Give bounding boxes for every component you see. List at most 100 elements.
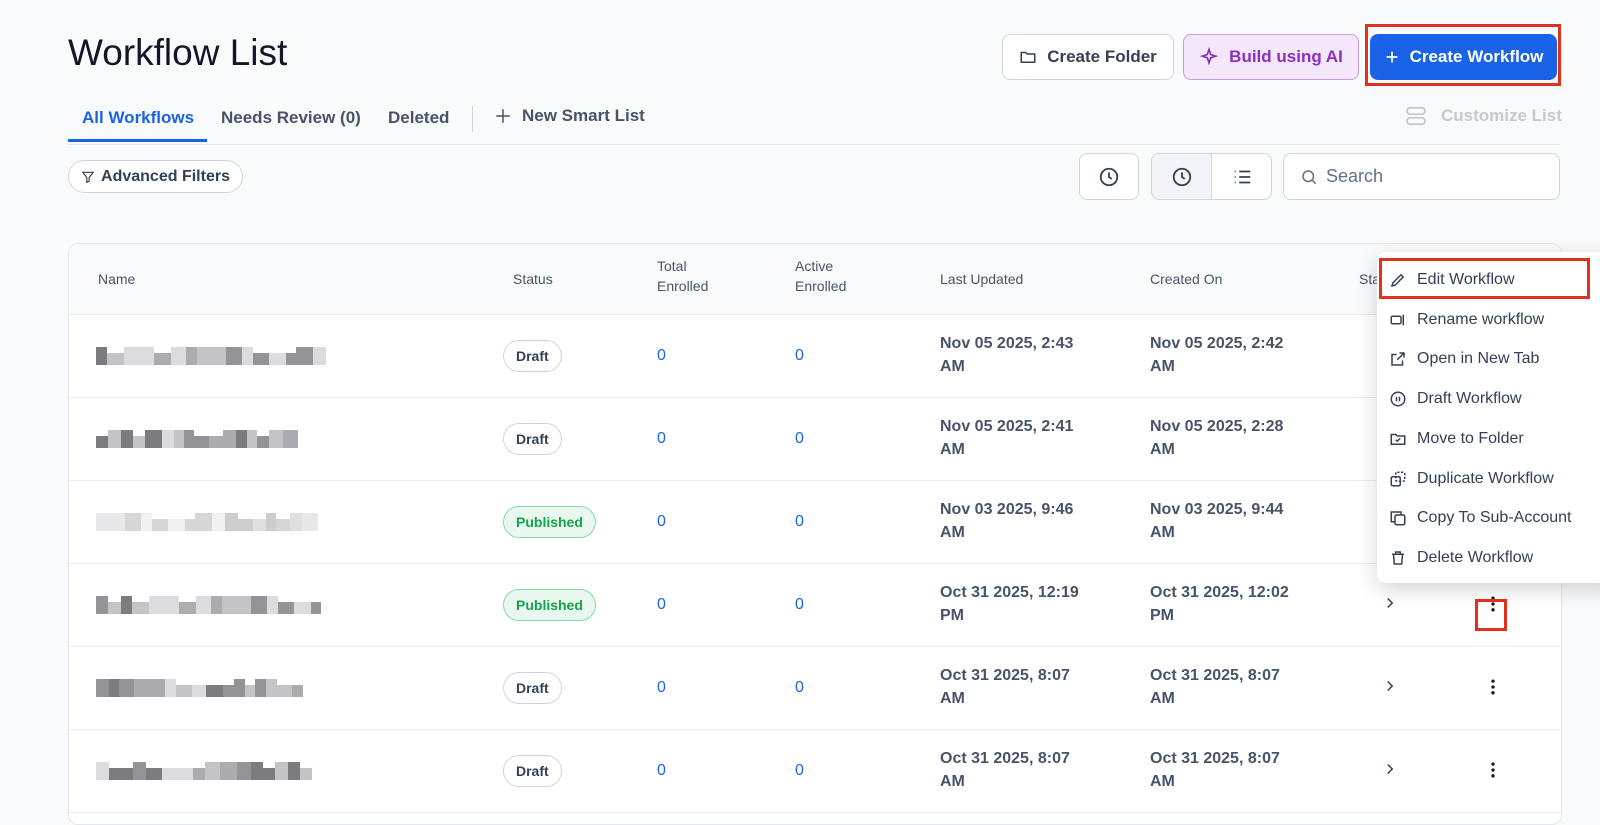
blur-block (168, 519, 185, 531)
search-input[interactable]: Search (1283, 153, 1560, 200)
menu-item[interactable]: Edit Workflow (1377, 261, 1600, 299)
tab[interactable]: Deleted (388, 108, 450, 127)
column-header: Active Enrolled (795, 258, 847, 294)
blur-block (132, 602, 149, 614)
table-row[interactable]: Draft 0 0 Nov 05 2025, 2:41 AM Nov 05 2025, … (69, 397, 1561, 481)
table-row[interactable]: Draft 0 0 Oct 31 2025, 8:07 AM Oct 31 2025, … (69, 729, 1561, 813)
last-updated: Nov 03 2025, 9:46 AM (940, 501, 1074, 541)
advanced-filters-button[interactable]: Advanced Filters (68, 160, 243, 193)
stats-chevron[interactable] (1381, 677, 1399, 700)
total-enrolled: 0 (657, 762, 666, 779)
menu-item[interactable]: Duplicate Workflow (1377, 460, 1600, 498)
blur-block (109, 679, 119, 697)
menu-item[interactable]: Draft Workflow (1377, 380, 1600, 418)
blur-block (294, 602, 311, 614)
menu-icon (1390, 511, 1406, 526)
highlight-box (1365, 24, 1561, 86)
blur-block (178, 768, 193, 780)
table-row[interactable]: Published 0 0 Oct 31 2025, 12:19 PM Oct 31 2… (69, 563, 1561, 647)
blurred-name (96, 430, 298, 448)
create-folder-button[interactable]: Create Folder (1002, 34, 1174, 80)
new-smart-list[interactable]: New Smart List (494, 106, 645, 126)
menu-item[interactable]: Copy To Sub-Account (1377, 499, 1600, 537)
menu-icon (1390, 273, 1405, 288)
blur-block (123, 768, 133, 780)
build-ai-button[interactable]: Build using AI (1183, 34, 1359, 80)
workflow-table: Name Status Total Enrolled Active Enrolled L… (68, 243, 1562, 825)
tab-separator (472, 106, 473, 132)
blur-block (245, 685, 255, 697)
blur-block (184, 430, 194, 448)
status-badge: Draft (503, 423, 562, 455)
menu-item-label: Move to Folder (1417, 429, 1524, 447)
blur-block (165, 679, 176, 697)
blur-block (253, 353, 269, 365)
row-actions[interactable] (1483, 760, 1503, 785)
blur-block (300, 768, 312, 780)
history-button[interactable] (1079, 153, 1139, 200)
tab[interactable]: All Workflows (82, 108, 195, 127)
blur-block (238, 519, 253, 531)
recent-view-button[interactable] (1151, 153, 1212, 200)
menu-icon (1390, 391, 1406, 407)
blur-block (197, 347, 209, 365)
column-header: Total Enrolled (657, 258, 709, 294)
column-header: Status (513, 271, 553, 287)
blurred-name (96, 679, 303, 697)
table-header (69, 244, 1561, 315)
menu-item[interactable]: Rename workflow (1377, 301, 1600, 339)
customize-label: Customize List (1441, 106, 1562, 125)
last-updated: Oct 31 2025, 8:07 AM (940, 750, 1070, 790)
blurred-name (96, 762, 312, 780)
menu-item[interactable]: Open in New Tab (1377, 340, 1600, 378)
last-updated: Oct 31 2025, 8:07 AM (940, 667, 1070, 707)
blur-block (269, 353, 286, 365)
list-view-button[interactable] (1211, 153, 1272, 200)
blur-block (96, 347, 107, 365)
table-row[interactable]: Draft 0 0 Oct 31 2025, 8:07 AM Oct 31 2025, … (69, 646, 1561, 730)
page: Workflow List { "header": { "title": "Wo… (68, 24, 1600, 825)
blur-block (311, 602, 321, 614)
last-updated: Nov 05 2025, 2:43 AM (940, 335, 1074, 375)
menu-item-label: Open in New Tab (1417, 350, 1540, 368)
blur-block (206, 685, 223, 697)
plus-icon (1386, 51, 1397, 63)
table-row[interactable]: Draft 0 0 Nov 05 2025, 2:43 AM Nov 05 2025, … (69, 314, 1561, 398)
blur-block (278, 602, 294, 614)
blur-block (266, 679, 277, 697)
blur-block (209, 347, 226, 365)
stats-chevron[interactable] (1381, 760, 1399, 783)
menu-icon (1390, 471, 1406, 486)
menu-item[interactable]: Move to Folder (1377, 420, 1600, 458)
list-icon (1234, 170, 1250, 183)
blur-block (247, 430, 257, 448)
create-workflow-button[interactable]: Create Workflow (1370, 34, 1557, 80)
blur-block (266, 513, 276, 531)
menu-icon (1391, 352, 1405, 367)
blur-block (176, 685, 192, 697)
workflow-page: Workflow List Create Folder Build using … (68, 24, 1600, 825)
tab[interactable]: Needs Review (0) (221, 108, 361, 127)
customize-list[interactable]: Customize List (1405, 106, 1562, 126)
table-row[interactable]: Published 0 0 Nov 03 2025, 9:46 AM Nov 03 20… (69, 480, 1561, 564)
blur-block (267, 596, 278, 614)
blur-block (253, 519, 266, 531)
blur-block (194, 436, 209, 448)
divider (68, 144, 1560, 145)
blur-block (134, 679, 149, 697)
stats-chevron[interactable] (1381, 594, 1399, 617)
row-actions[interactable] (1483, 677, 1503, 702)
chevron-icon (1387, 597, 1394, 609)
menu-item-label: Delete Workflow (1417, 548, 1534, 566)
row-actions[interactable] (1483, 594, 1503, 619)
blur-block (220, 762, 237, 780)
menu-item[interactable]: Delete Workflow (1377, 539, 1600, 577)
menu-icon (1390, 314, 1404, 325)
status-badge: Draft (503, 340, 562, 372)
blur-block (234, 679, 245, 697)
blur-block (223, 685, 234, 697)
blur-block (185, 519, 195, 531)
kebab-icon (1491, 679, 1495, 695)
blur-block (171, 347, 186, 365)
chevron-icon (1387, 680, 1394, 692)
